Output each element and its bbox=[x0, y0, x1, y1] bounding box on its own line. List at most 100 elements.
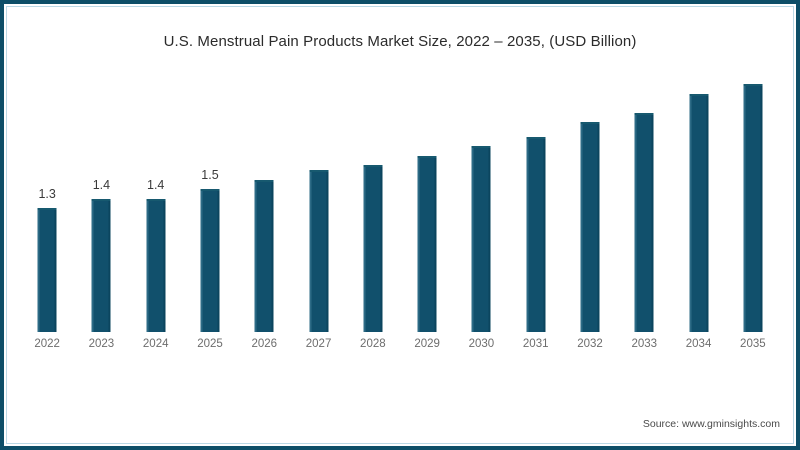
source-attribution: Source: www.gminsights.com bbox=[642, 418, 780, 430]
bar-edge-light bbox=[309, 170, 312, 332]
bar-edge-dark bbox=[543, 137, 546, 332]
bar-edge-dark bbox=[434, 156, 437, 332]
bar-column-2024[interactable]: 1.4 bbox=[146, 178, 166, 332]
x-tick-2031: 2031 bbox=[522, 338, 549, 350]
bar-column-2025[interactable]: 1.5 bbox=[200, 168, 220, 332]
bar-cap bbox=[146, 199, 166, 201]
bar-value-label-2025: 1.5 bbox=[201, 168, 219, 182]
bar-column-2023[interactable]: 1.4 bbox=[91, 178, 111, 332]
bar-value-label-2024: 1.4 bbox=[147, 178, 165, 192]
bar-slot bbox=[345, 70, 400, 332]
bar-cap bbox=[743, 84, 763, 86]
bar-edge-dark bbox=[597, 122, 600, 332]
x-tick-2032: 2032 bbox=[577, 338, 603, 350]
x-tick-2026: 2026 bbox=[251, 338, 278, 350]
bar-column-2035[interactable] bbox=[743, 84, 763, 332]
bar-value-label-2023: 1.4 bbox=[92, 178, 111, 192]
bar-column-2033[interactable] bbox=[634, 113, 654, 332]
bar-edge-light bbox=[200, 189, 203, 332]
x-tick-2022: 2022 bbox=[34, 338, 60, 350]
bar-column-2030[interactable] bbox=[471, 146, 491, 332]
x-tick-2027: 2027 bbox=[305, 338, 332, 350]
bar-cap bbox=[471, 146, 491, 148]
bar-edge-light bbox=[37, 208, 40, 332]
bar-column-2022[interactable]: 1.3 bbox=[37, 187, 57, 332]
bar-cap bbox=[37, 208, 57, 210]
x-axis: 2022 2023 2024 2025 2026 2027 2028 2029 2030 2031… bbox=[20, 338, 780, 358]
bar-2026[interactable] bbox=[254, 180, 274, 332]
bar-2023[interactable]: 1.4 bbox=[91, 178, 111, 332]
bar-cap bbox=[200, 189, 220, 191]
bar-slot bbox=[291, 70, 346, 332]
x-tick-2029: 2029 bbox=[414, 338, 440, 350]
bar-edge-dark bbox=[54, 208, 57, 332]
bar-column-2029[interactable] bbox=[417, 156, 437, 332]
bar-edge-light bbox=[634, 113, 637, 332]
bar-edge-dark bbox=[488, 146, 491, 332]
bar-slot: 1.3 bbox=[20, 70, 75, 332]
bar-column-2028[interactable] bbox=[363, 165, 383, 332]
bar-2029[interactable] bbox=[417, 156, 437, 332]
bar-slot: 1.5 bbox=[183, 70, 238, 332]
bar-edge-light bbox=[743, 84, 746, 332]
bar-edge-dark bbox=[271, 180, 274, 332]
bar-cap bbox=[363, 165, 383, 167]
bar-2027[interactable] bbox=[309, 170, 329, 332]
bar-slot: 1.4 bbox=[74, 70, 129, 332]
bar-2024[interactable]: 1.4 bbox=[146, 178, 166, 332]
bar-edge-light bbox=[526, 137, 529, 332]
chart-title: U.S. Menstrual Pain Products Market Size… bbox=[163, 33, 637, 50]
bar-slot bbox=[671, 70, 726, 332]
bar-2025[interactable]: 1.5 bbox=[200, 168, 220, 332]
bar-edge-dark bbox=[760, 84, 763, 332]
bar-cap bbox=[634, 113, 654, 115]
bar-2032[interactable] bbox=[580, 122, 600, 332]
x-tick-2035: 2035 bbox=[740, 338, 766, 350]
bar-2034[interactable] bbox=[689, 94, 709, 332]
bar-column-2032[interactable] bbox=[580, 122, 600, 332]
bar-edge-light bbox=[689, 94, 692, 332]
x-tick-2023: 2023 bbox=[88, 338, 115, 350]
bar-2033[interactable] bbox=[634, 113, 654, 332]
bar-cap bbox=[309, 170, 329, 172]
bar-edge-dark bbox=[108, 199, 111, 332]
x-tick-2033: 2033 bbox=[631, 338, 658, 350]
bar-column-2026[interactable] bbox=[254, 180, 274, 332]
x-tick-2025: 2025 bbox=[197, 338, 223, 350]
bar-2035[interactable] bbox=[743, 84, 763, 332]
bar-value-label-2022: 1.3 bbox=[38, 187, 56, 201]
bar-slot bbox=[725, 70, 780, 332]
bar-slot bbox=[563, 70, 618, 332]
bar-cap bbox=[417, 156, 437, 158]
bar-edge-light bbox=[580, 122, 583, 332]
bar-slot bbox=[237, 70, 292, 332]
bar-edge-light bbox=[254, 180, 257, 332]
plot-area: 1.3 1.4 1.4 1.5 bbox=[20, 70, 780, 332]
bar-column-2031[interactable] bbox=[526, 137, 546, 332]
bar-cap bbox=[254, 180, 274, 182]
bar-edge-light bbox=[146, 199, 149, 332]
bar-slot bbox=[400, 70, 455, 332]
bar-edge-dark bbox=[380, 165, 383, 332]
bar-edge-dark bbox=[651, 113, 654, 332]
x-tick-2028: 2028 bbox=[360, 338, 386, 350]
bar-2028[interactable] bbox=[363, 165, 383, 332]
bar-column-2034[interactable] bbox=[689, 94, 709, 332]
x-tick-2030: 2030 bbox=[468, 338, 495, 350]
bar-edge-dark bbox=[217, 189, 220, 332]
bar-2031[interactable] bbox=[526, 137, 546, 332]
bar-cap bbox=[689, 94, 709, 96]
bar-slot bbox=[454, 70, 509, 332]
bar-edge-light bbox=[417, 156, 420, 332]
bar-slot bbox=[508, 70, 563, 332]
bar-edge-light bbox=[363, 165, 366, 332]
x-tick-2024: 2024 bbox=[142, 338, 169, 350]
bar-cap bbox=[526, 137, 546, 139]
bar-2030[interactable] bbox=[471, 146, 491, 332]
bar-2022[interactable]: 1.3 bbox=[37, 187, 57, 332]
bar-column-2027[interactable] bbox=[309, 170, 329, 332]
bar-slot: 1.4 bbox=[128, 70, 183, 332]
x-tick-2034: 2034 bbox=[685, 338, 712, 350]
bar-cap bbox=[580, 122, 600, 124]
